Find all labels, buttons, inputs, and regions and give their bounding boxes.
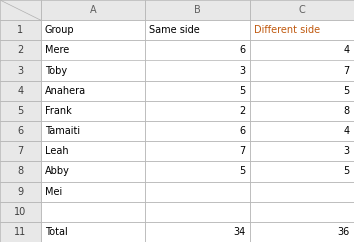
Bar [41, 182, 145, 202]
Bar [41, 222, 145, 242]
Text: 7: 7 [343, 66, 350, 76]
Text: C: C [298, 5, 305, 15]
Text: 6: 6 [239, 126, 245, 136]
Bar [145, 161, 250, 182]
Text: 5: 5 [343, 86, 350, 96]
Text: 2: 2 [17, 45, 23, 55]
Text: 2: 2 [239, 106, 245, 116]
Bar [0, 81, 41, 101]
Text: 6: 6 [239, 45, 245, 55]
Bar [250, 202, 354, 222]
Bar [0, 202, 41, 222]
Text: 36: 36 [337, 227, 350, 237]
Text: 4: 4 [17, 86, 23, 96]
Bar [250, 182, 354, 202]
Text: 5: 5 [343, 166, 350, 176]
Bar [145, 121, 250, 141]
Text: 10: 10 [14, 207, 27, 217]
Bar [0, 60, 41, 81]
Text: 1: 1 [17, 25, 23, 35]
Text: B: B [194, 5, 201, 15]
Text: 4: 4 [344, 126, 350, 136]
Bar [145, 222, 250, 242]
Bar [250, 60, 354, 81]
Bar [250, 161, 354, 182]
Text: 5: 5 [17, 106, 23, 116]
Bar [0, 222, 41, 242]
Bar [41, 101, 145, 121]
Text: 3: 3 [17, 66, 23, 76]
Text: Abby: Abby [45, 166, 70, 176]
Bar [0, 182, 41, 202]
Bar [250, 101, 354, 121]
Bar [145, 141, 250, 161]
Text: A: A [90, 5, 96, 15]
Text: Frank: Frank [45, 106, 72, 116]
Text: 7: 7 [239, 146, 245, 156]
Bar [250, 222, 354, 242]
Bar [41, 60, 145, 81]
Bar [250, 121, 354, 141]
Bar [250, 40, 354, 60]
Text: 7: 7 [17, 146, 23, 156]
Bar [145, 202, 250, 222]
Bar [0, 20, 41, 40]
Bar [145, 101, 250, 121]
Bar [145, 60, 250, 81]
Text: 34: 34 [233, 227, 245, 237]
Bar [145, 40, 250, 60]
Text: 6: 6 [17, 126, 23, 136]
Bar [0, 121, 41, 141]
Bar [41, 81, 145, 101]
Text: Toby: Toby [45, 66, 67, 76]
Text: Different side: Different side [254, 25, 320, 35]
Bar [41, 121, 145, 141]
Bar [41, 40, 145, 60]
Text: 4: 4 [344, 45, 350, 55]
Bar [250, 81, 354, 101]
Text: Group: Group [45, 25, 75, 35]
Bar [41, 161, 145, 182]
Bar [0, 141, 41, 161]
Bar [0, 101, 41, 121]
Text: 3: 3 [239, 66, 245, 76]
Bar [145, 81, 250, 101]
Text: Anahera: Anahera [45, 86, 86, 96]
Bar [250, 0, 354, 20]
Text: Mere: Mere [45, 45, 69, 55]
Bar [250, 20, 354, 40]
Bar [41, 202, 145, 222]
Text: Mei: Mei [45, 187, 62, 197]
Bar [41, 0, 145, 20]
Text: 9: 9 [17, 187, 23, 197]
Text: 11: 11 [14, 227, 27, 237]
Bar [145, 0, 250, 20]
Bar [0, 0, 41, 20]
Text: Same side: Same side [149, 25, 200, 35]
Bar [0, 161, 41, 182]
Bar [250, 141, 354, 161]
Bar [41, 20, 145, 40]
Bar [145, 20, 250, 40]
Text: 8: 8 [344, 106, 350, 116]
Text: 8: 8 [17, 166, 23, 176]
Bar [41, 141, 145, 161]
Text: 3: 3 [344, 146, 350, 156]
Text: Total: Total [45, 227, 68, 237]
Text: 5: 5 [239, 86, 245, 96]
Bar [0, 40, 41, 60]
Text: 5: 5 [239, 166, 245, 176]
Bar [145, 182, 250, 202]
Text: Leah: Leah [45, 146, 69, 156]
Text: Tamaiti: Tamaiti [45, 126, 80, 136]
